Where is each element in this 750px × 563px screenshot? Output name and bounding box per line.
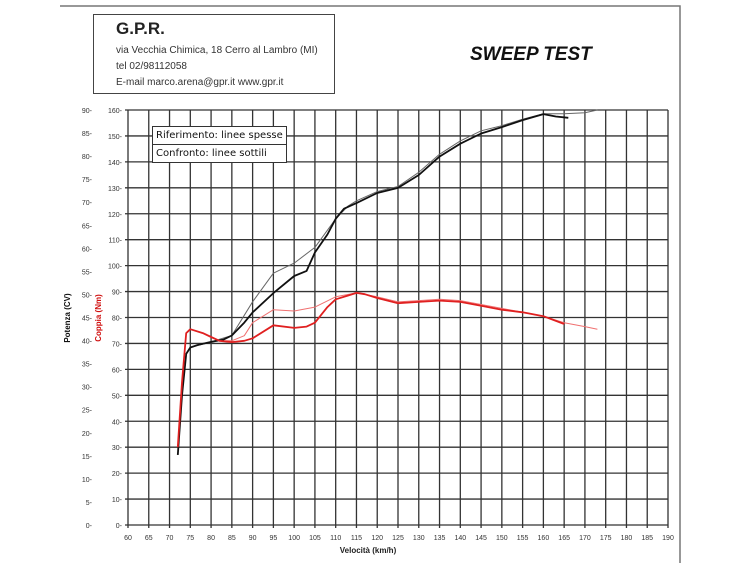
- x-tick-label: 160: [538, 535, 550, 542]
- power-tick-label: 10-: [82, 477, 93, 484]
- x-tick-label: 165: [558, 535, 570, 542]
- torque-tick-label: 0-: [116, 523, 123, 530]
- legend: Riferimento: linee spesse Confronto: lin…: [152, 126, 287, 163]
- power-tick-label: 5-: [86, 500, 93, 507]
- x-tick-label: 175: [600, 535, 612, 542]
- power-tick-label: 30-: [82, 385, 93, 392]
- power-tick-label: 70-: [82, 200, 93, 207]
- x-tick-label: 190: [662, 535, 674, 542]
- x-tick-label: 65: [145, 535, 153, 542]
- x-axis-label: Velocità (km/h): [340, 546, 397, 555]
- power-tick-label: 35-: [82, 362, 93, 369]
- torque-tick-label: 70-: [112, 341, 123, 348]
- power-tick-label: 75-: [82, 177, 93, 184]
- torque-tick-label: 120-: [108, 212, 123, 219]
- torque-curve-thin: [177, 292, 598, 448]
- power-axis-label: Potenza (CV): [63, 293, 72, 343]
- legend-entry-comparison: Confronto: linee sottili: [153, 144, 286, 162]
- power-tick-label: 55-: [82, 269, 93, 276]
- x-tick-label: 155: [517, 535, 529, 542]
- x-tick-label: 110: [330, 535, 341, 542]
- chart-title: SWEEP TEST: [470, 44, 592, 65]
- torque-tick-label: 140-: [108, 160, 123, 167]
- x-tick-label: 125: [392, 535, 404, 542]
- x-tick-label: 150: [496, 535, 508, 542]
- x-tick-label: 120: [371, 535, 383, 542]
- torque-tick-label: 160-: [108, 108, 123, 115]
- torque-tick-label: 50-: [112, 393, 123, 400]
- x-tick-label: 145: [475, 535, 487, 542]
- power-tick-label: 80-: [82, 154, 93, 161]
- x-tick-label: 115: [351, 535, 362, 542]
- company-header-box: G.P.R. via Vecchia Chimica, 18 Cerro al …: [93, 14, 335, 94]
- torque-axis-label: Coppia (Nm): [94, 294, 103, 342]
- torque-tick-label: 20-: [112, 471, 123, 478]
- legend-entry-reference: Riferimento: linee spesse: [156, 130, 283, 141]
- power-tick-label: 60-: [82, 246, 93, 253]
- power-tick-label: 15-: [82, 454, 93, 461]
- company-address: via Vecchia Chimica, 18 Cerro al Lambro …: [116, 45, 318, 56]
- x-tick-label: 135: [434, 535, 446, 542]
- x-tick-label: 105: [309, 535, 321, 542]
- power-tick-label: 45-: [82, 316, 93, 323]
- power-tick-label: 25-: [82, 408, 93, 415]
- torque-tick-label: 110-: [109, 238, 123, 245]
- company-contact: E-mail marco.arena@gpr.it www.gpr.it: [116, 77, 284, 88]
- torque-tick-label: 100-: [108, 264, 123, 271]
- x-tick-label: 70: [166, 535, 174, 542]
- torque-tick-label: 130-: [108, 186, 123, 193]
- x-tick-label: 140: [454, 535, 466, 542]
- power-curve-thick: [176, 113, 569, 455]
- company-phone: tel 02/98112058: [116, 61, 187, 72]
- power-tick-label: 40-: [82, 339, 93, 346]
- x-tick-label: 90: [249, 535, 257, 542]
- x-tick-label: 100: [288, 535, 300, 542]
- x-tick-label: 170: [579, 535, 591, 542]
- x-tick-label: 80: [207, 535, 215, 542]
- torque-tick-label: 10-: [112, 497, 123, 504]
- power-tick-label: 65-: [82, 223, 93, 230]
- torque-tick-label: 40-: [112, 419, 123, 426]
- page-frame: [60, 5, 681, 563]
- company-name: G.P.R.: [116, 19, 165, 38]
- torque-tick-label: 60-: [112, 367, 123, 374]
- torque-tick-label: 30-: [112, 445, 123, 452]
- torque-curve-thick: [176, 291, 565, 448]
- x-tick-label: 60: [124, 535, 132, 542]
- torque-tick-label: 90-: [112, 290, 123, 297]
- x-tick-label: 75: [186, 535, 194, 542]
- x-tick-label: 95: [269, 535, 277, 542]
- x-tick-label: 185: [641, 535, 653, 542]
- torque-tick-label: 80-: [112, 316, 123, 323]
- x-tick-label: 130: [413, 535, 425, 542]
- power-tick-label: 0-: [86, 523, 93, 530]
- power-tick-label: 20-: [82, 431, 93, 438]
- x-tick-label: 85: [228, 535, 236, 542]
- power-tick-label: 50-: [82, 292, 93, 299]
- power-tick-label: 90-: [82, 108, 93, 115]
- x-tick-label: 180: [621, 535, 633, 542]
- torque-tick-label: 150-: [108, 134, 123, 141]
- power-tick-label: 85-: [82, 131, 93, 138]
